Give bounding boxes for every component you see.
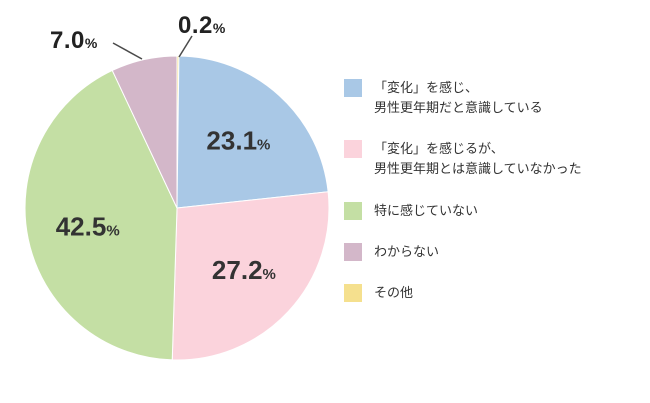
slice-percent-label: 27.2% — [212, 255, 276, 285]
legend-label: わからない — [374, 243, 440, 259]
outside-label-wakaranai: 7.0% — [50, 27, 98, 55]
legend-swatch-blue — [344, 79, 362, 97]
outside-label-wakaranai-unit: % — [84, 35, 98, 51]
legend-label: 「変化」を感じ、 男性更年期だと意識している — [374, 80, 543, 116]
pie-slice — [111, 55, 178, 209]
legend-label: 「変化」を感じるが、 男性更年期とは意識していなかった — [374, 141, 582, 177]
legend-item: その他 — [344, 283, 644, 303]
slice-percent-label: 42.5% — [56, 212, 120, 242]
legend-item: わからない — [344, 242, 644, 262]
slices-group: 23.1% 27.2% 42.5% — [24, 55, 330, 361]
outside-label-sonota-value: 0.2 — [178, 12, 213, 39]
outside-label-sonota: 0.2% — [178, 12, 226, 40]
pie-slice — [171, 191, 330, 361]
legend-label: その他 — [374, 284, 414, 300]
legend-swatch-green — [344, 201, 362, 220]
legend-item: 「変化」を感じるが、 男性更年期とは意識していなかった — [344, 139, 644, 179]
legend-label: 特に感じていない — [374, 202, 479, 218]
pie-slice — [176, 55, 329, 209]
pie-slice — [24, 69, 178, 361]
outside-label-wakaranai-value: 7.0 — [50, 27, 85, 54]
legend-item: 「変化」を感じ、 男性更年期だと意識している — [344, 78, 644, 118]
slice-percent-label: 23.1% — [206, 126, 270, 156]
legend-item: 特に感じていない — [344, 201, 644, 221]
legend-swatch-yellow — [344, 283, 362, 302]
outside-label-sonota-unit: % — [212, 20, 226, 36]
legend-swatch-pink — [344, 140, 362, 159]
legend-swatch-purple — [344, 242, 362, 261]
leader-line-sonota — [178, 35, 193, 58]
leader-line-wakaranai — [112, 42, 143, 60]
legend: 「変化」を感じ、 男性更年期だと意識している 「変化」を感じるが、 男性更年期と… — [344, 78, 644, 303]
